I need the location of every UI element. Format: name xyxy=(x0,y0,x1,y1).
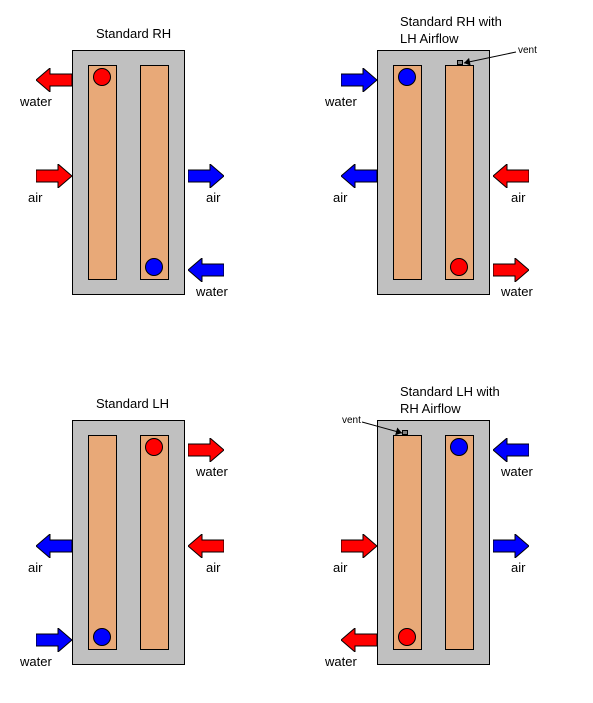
red-arrow-left-icon xyxy=(188,534,224,558)
bottomLeft-tube-0 xyxy=(88,435,117,650)
bottomRight-arrow-label-2: air xyxy=(333,560,347,575)
topLeft-dot-red-icon xyxy=(93,68,111,86)
bottomRight-arrow-label-1: air xyxy=(511,560,525,575)
red-arrow-left-icon xyxy=(493,164,529,188)
bottomLeft-dot-blue-icon xyxy=(93,628,111,646)
topRight-arrow-label-3: water xyxy=(501,284,533,299)
blue-arrow-right-icon xyxy=(341,68,377,92)
red-arrow-left-icon xyxy=(36,68,72,92)
bottomLeft-dot-red-icon xyxy=(145,438,163,456)
topRight-arrow-label-2: air xyxy=(511,190,525,205)
topLeft-tube-1 xyxy=(140,65,169,280)
topRight-tube-0 xyxy=(393,65,422,280)
bottomRight-vent-leader-icon xyxy=(358,418,406,437)
blue-arrow-right-icon xyxy=(493,534,529,558)
topRight-arrow-label-1: air xyxy=(333,190,347,205)
bottomLeft-arrow-label-3: water xyxy=(20,654,52,669)
red-arrow-right-icon xyxy=(188,438,224,462)
bottomRight-tube-1 xyxy=(445,435,474,650)
bottomRight-title: Standard LH with RH Airflow xyxy=(400,384,500,418)
bottomRight-tube-0 xyxy=(393,435,422,650)
topLeft-arrow-label-3: water xyxy=(196,284,228,299)
blue-arrow-left-icon xyxy=(188,258,224,282)
red-arrow-right-icon xyxy=(36,164,72,188)
topLeft-tube-0 xyxy=(88,65,117,280)
topRight-title: Standard RH with LH Airflow xyxy=(400,14,502,48)
bottomRight-dot-red-icon xyxy=(398,628,416,646)
topRight-dot-blue-icon xyxy=(398,68,416,86)
topLeft-arrow-label-2: air xyxy=(206,190,220,205)
topRight-arrow-label-0: water xyxy=(325,94,357,109)
topRight-vent-leader-icon xyxy=(460,48,520,67)
red-arrow-right-icon xyxy=(493,258,529,282)
topRight-vent-label: vent xyxy=(518,45,537,56)
topLeft-arrow-label-1: air xyxy=(28,190,42,205)
blue-arrow-left-icon xyxy=(341,164,377,188)
topRight-dot-red-icon xyxy=(450,258,468,276)
blue-arrow-left-icon xyxy=(36,534,72,558)
bottomLeft-arrow-label-0: water xyxy=(196,464,228,479)
blue-arrow-left-icon xyxy=(493,438,529,462)
topLeft-title: Standard RH xyxy=(96,26,171,43)
blue-arrow-right-icon xyxy=(188,164,224,188)
bottomLeft-tube-1 xyxy=(140,435,169,650)
bottomLeft-arrow-label-1: air xyxy=(206,560,220,575)
topRight-tube-1 xyxy=(445,65,474,280)
blue-arrow-right-icon xyxy=(36,628,72,652)
bottomRight-arrow-label-3: water xyxy=(325,654,357,669)
bottomLeft-title: Standard LH xyxy=(96,396,169,413)
topLeft-arrow-label-0: water xyxy=(20,94,52,109)
bottomRight-arrow-label-0: water xyxy=(501,464,533,479)
topLeft-dot-blue-icon xyxy=(145,258,163,276)
red-arrow-right-icon xyxy=(341,534,377,558)
red-arrow-left-icon xyxy=(341,628,377,652)
bottomLeft-arrow-label-2: air xyxy=(28,560,42,575)
bottomRight-dot-blue-icon xyxy=(450,438,468,456)
